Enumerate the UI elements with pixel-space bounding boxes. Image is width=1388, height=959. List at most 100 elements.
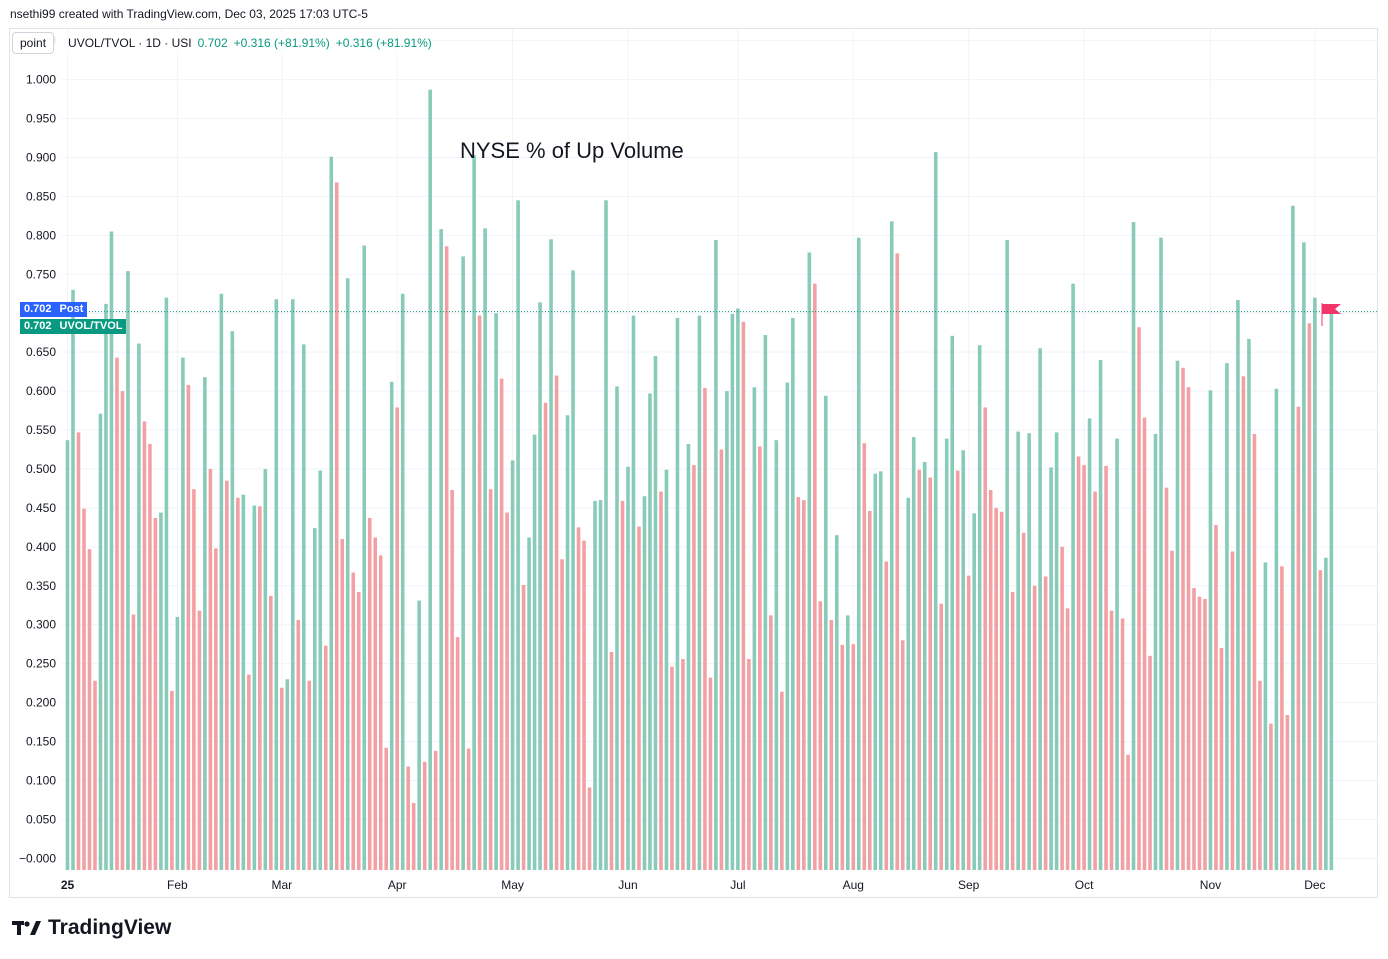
- volume-bar[interactable]: [933, 152, 938, 871]
- volume-bar[interactable]: [312, 528, 317, 870]
- volume-bar[interactable]: [878, 471, 883, 870]
- volume-bar[interactable]: [1159, 237, 1163, 870]
- volume-bar[interactable]: [291, 299, 295, 871]
- volume-bar[interactable]: [98, 413, 103, 870]
- volume-bar[interactable]: [977, 345, 982, 870]
- volume-bar[interactable]: [752, 387, 757, 870]
- volume-bar[interactable]: [873, 473, 878, 870]
- volume-bar[interactable]: [1230, 551, 1235, 870]
- volume-bar[interactable]: [153, 518, 158, 870]
- volume-bar[interactable]: [593, 500, 597, 870]
- volume-bar[interactable]: [1098, 359, 1103, 870]
- volume-bar[interactable]: [230, 331, 235, 870]
- volume-bar[interactable]: [1010, 592, 1015, 870]
- volume-bar[interactable]: [477, 315, 482, 870]
- volume-bar[interactable]: [1302, 242, 1306, 871]
- volume-bar[interactable]: [928, 477, 933, 870]
- volume-bar[interactable]: [631, 315, 636, 870]
- volume-bar[interactable]: [439, 229, 443, 870]
- volume-bar[interactable]: [444, 246, 449, 870]
- volume-bar[interactable]: [362, 245, 367, 871]
- volume-bar[interactable]: [1241, 376, 1246, 870]
- volume-bar[interactable]: [1291, 205, 1295, 870]
- volume-bar[interactable]: [280, 687, 284, 870]
- volume-bar[interactable]: [1181, 367, 1185, 870]
- volume-bar[interactable]: [1131, 222, 1136, 870]
- volume-bar[interactable]: [659, 491, 663, 870]
- volume-bar[interactable]: [510, 460, 515, 870]
- volume-bar[interactable]: [829, 620, 834, 870]
- volume-bar[interactable]: [626, 466, 630, 870]
- volume-bar[interactable]: [1296, 406, 1301, 870]
- volume-bar[interactable]: [356, 592, 361, 870]
- volume-bar[interactable]: [422, 761, 427, 870]
- volume-bar[interactable]: [543, 402, 548, 870]
- volume-bar[interactable]: [1192, 588, 1196, 870]
- volume-bar[interactable]: [582, 540, 586, 870]
- volume-bar[interactable]: [906, 497, 911, 870]
- volume-bar[interactable]: [450, 489, 454, 870]
- volume-bar[interactable]: [472, 155, 476, 870]
- volume-bar[interactable]: [159, 512, 163, 870]
- volume-bar[interactable]: [1170, 550, 1174, 870]
- volume-bar[interactable]: [565, 415, 570, 870]
- volume-bar[interactable]: [813, 283, 817, 870]
- volume-bar[interactable]: [252, 505, 257, 870]
- volume-bar[interactable]: [845, 615, 850, 870]
- volume-bar[interactable]: [236, 497, 240, 870]
- tradingview-logo[interactable]: TradingView: [12, 916, 171, 940]
- volume-bar[interactable]: [1203, 599, 1207, 870]
- volume-bar[interactable]: [186, 384, 191, 870]
- volume-bar[interactable]: [406, 766, 410, 870]
- volume-bar[interactable]: [334, 182, 339, 870]
- volume-bar[interactable]: [598, 500, 603, 870]
- volume-bar[interactable]: [1318, 570, 1323, 870]
- volume-bar[interactable]: [1065, 608, 1070, 870]
- volume-bar[interactable]: [1225, 363, 1229, 870]
- volume-bar[interactable]: [126, 271, 130, 870]
- volume-bar[interactable]: [1307, 323, 1312, 871]
- volume-bar[interactable]: [796, 497, 801, 870]
- volume-bar[interactable]: [714, 240, 718, 870]
- volume-bar[interactable]: [164, 297, 169, 870]
- volume-bar[interactable]: [269, 595, 273, 870]
- volume-bar[interactable]: [274, 299, 279, 871]
- volume-bar[interactable]: [1076, 456, 1081, 870]
- volume-bar[interactable]: [340, 539, 345, 870]
- volume-bar[interactable]: [1313, 297, 1317, 870]
- volume-bar[interactable]: [389, 381, 394, 870]
- volume-bar[interactable]: [411, 803, 416, 870]
- volume-bar[interactable]: [208, 468, 213, 870]
- volume-bar[interactable]: [560, 559, 564, 870]
- volume-bar[interactable]: [1274, 388, 1279, 870]
- volume-bar[interactable]: [225, 480, 229, 870]
- volume-bar[interactable]: [895, 253, 900, 870]
- volume-bar[interactable]: [966, 575, 971, 870]
- volume-bar[interactable]: [521, 584, 526, 870]
- volume-bar[interactable]: [417, 600, 421, 870]
- volume-bar[interactable]: [93, 680, 97, 870]
- volume-bar[interactable]: [527, 537, 531, 870]
- volume-bar[interactable]: [884, 561, 889, 870]
- volume-bar[interactable]: [736, 308, 740, 870]
- volume-bar[interactable]: [120, 391, 125, 870]
- volume-bar[interactable]: [730, 314, 735, 870]
- volume-bar[interactable]: [889, 221, 894, 871]
- volume-bar[interactable]: [955, 470, 960, 870]
- volume-bar[interactable]: [461, 256, 465, 870]
- volume-bar[interactable]: [851, 644, 856, 870]
- volume-bar[interactable]: [944, 438, 949, 870]
- volume-bar[interactable]: [972, 513, 976, 870]
- volume-bar[interactable]: [1054, 432, 1059, 870]
- volume-bar[interactable]: [1280, 566, 1284, 870]
- volume-bar[interactable]: [301, 344, 306, 870]
- volume-bar[interactable]: [741, 321, 746, 870]
- volume-bar[interactable]: [725, 391, 729, 870]
- volume-bar[interactable]: [329, 156, 334, 870]
- volume-bar[interactable]: [384, 747, 389, 870]
- volume-bar[interactable]: [1175, 360, 1180, 870]
- volume-bar[interactable]: [1153, 433, 1158, 870]
- volume-bar[interactable]: [109, 231, 114, 870]
- volume-bar[interactable]: [104, 303, 108, 870]
